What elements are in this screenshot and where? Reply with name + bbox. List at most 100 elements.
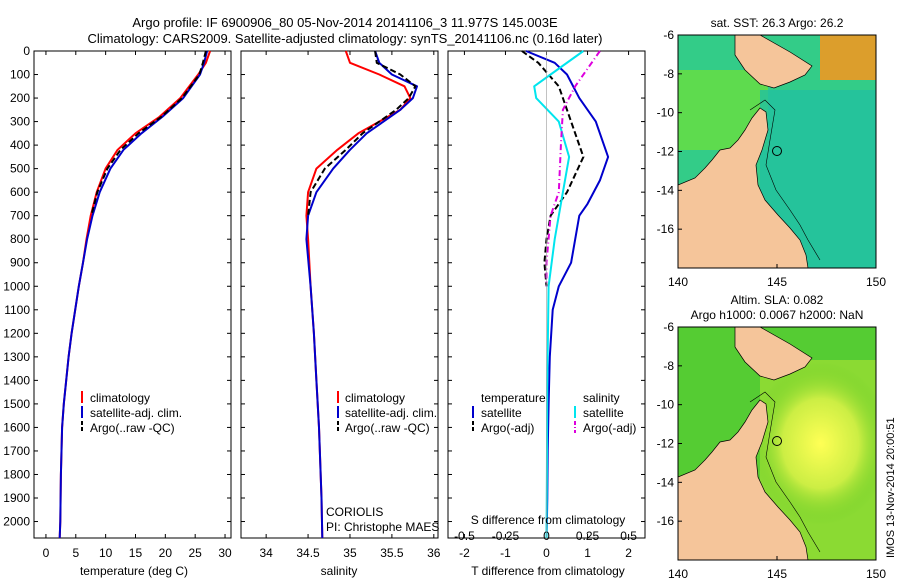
sst-map-title: sat. SST: 26.3 Argo: 26.2 [711, 16, 844, 30]
y-tick-label: 800 [10, 232, 30, 246]
x-tick-label: 20 [159, 546, 173, 560]
salinity-legend: climatology satellite-adj. clim. Argo(..… [326, 391, 439, 534]
x-tick-label: 34.5 [296, 546, 320, 560]
y-tick-label: 600 [10, 185, 30, 199]
sst-map-ticks: 140 145 150 -6 -8 -10 -12 -14 -16 [657, 28, 887, 289]
difference-plot: -2 -1 0 1 2-0.5 -0.25 0 0.25 0.5 [448, 50, 645, 560]
s-tick-label: -0.5 [454, 529, 475, 543]
x-tick-label: -1 [500, 546, 511, 560]
y-tick-label: 100 [10, 68, 30, 82]
pi-annotation: PI: Christophe MAES [326, 520, 439, 534]
x-tick-label: 15 [129, 546, 143, 560]
sst-ocean-hot [820, 35, 876, 80]
series-line-climatology [58, 50, 212, 539]
x-tick-label: 5 [72, 546, 79, 560]
y-tick-label: 300 [10, 115, 30, 129]
sla-land-png [734, 327, 813, 381]
map-y-tick-label: -6 [663, 320, 674, 334]
salinity-plot: 34 34.5 35 35.5 36 [241, 50, 441, 560]
legend-label-argo: Argo(..raw -QC) [90, 421, 175, 435]
sst-land-peninsula [678, 107, 809, 268]
sla-depth-contour [749, 391, 821, 553]
legend-label-t-sat: satellite [481, 406, 522, 420]
y-tick-label: 1100 [4, 303, 30, 317]
temperature-legend: climatology satellite-adj. clim. Argo(..… [81, 391, 182, 435]
salinity-xlabel: salinity [321, 564, 358, 578]
x-tick-label: 34 [259, 546, 273, 560]
x-tick-label: 35.5 [380, 546, 404, 560]
y-tick-label: 700 [10, 209, 30, 223]
legend-label-s-sat: satellite [583, 406, 624, 420]
argo-position-marker [772, 436, 782, 446]
y-tick-label: 2000 [3, 515, 30, 529]
sst-land-png [734, 35, 813, 89]
series-line-satellite-adj-clim- [58, 50, 209, 539]
map-y-tick-label: -6 [663, 28, 674, 42]
y-tick-label: 1600 [3, 420, 30, 434]
map-y-tick-label: -16 [657, 514, 675, 528]
y-tick-label: 1800 [3, 467, 30, 481]
sla-land-peninsula [678, 399, 809, 560]
s-tick-label: 0.25 [576, 529, 600, 543]
series-line-s-satellite [533, 50, 584, 539]
map-x-tick-label: 140 [668, 275, 688, 289]
legend-label-t-argo: Argo(-adj) [481, 421, 534, 435]
x-tick-label: 25 [189, 546, 203, 560]
temperature-plot: 0 5 10 15 20 25 300100200300400500600700800900… [3, 44, 232, 560]
sst-map: sat. SST: 26.3 Argo: 26.2 140 145 150 -6 -8 -… [657, 16, 887, 289]
argo-position-marker [772, 146, 782, 156]
y-tick-label: 1000 [3, 279, 30, 293]
x-tick-label: 30 [218, 546, 232, 560]
sla-map: Altim. SLA: 0.082 Argo h1000: 0.0067 h20… [657, 293, 887, 580]
map-x-tick-label: 145 [767, 567, 787, 580]
temperature-xlabel: temperature (deg C) [80, 564, 188, 578]
map-y-tick-label: -16 [657, 222, 675, 236]
legend-title-salinity: salinity [583, 391, 620, 405]
legend-label-sat: satellite-adj. clim. [90, 406, 182, 420]
sla-map-subtitle: Argo h1000: 0.0067 h2000: NaN [691, 308, 864, 322]
series-line-climatology [305, 50, 412, 539]
y-tick-label: 1300 [3, 350, 30, 364]
legend-label-sat: satellite-adj. clim. [345, 406, 437, 420]
x-tick-label: 1 [584, 546, 591, 560]
series-line-satellite-adj-clim- [305, 50, 418, 539]
map-x-tick-label: 140 [668, 567, 688, 580]
sst-depth-contour [749, 99, 821, 261]
x-tick-label: 35 [343, 546, 357, 560]
y-tick-label: 200 [10, 91, 30, 105]
map-y-tick-label: -14 [657, 475, 675, 489]
map-y-tick-label: -10 [657, 106, 675, 120]
legend-label-argo: Argo(..raw -QC) [345, 421, 430, 435]
map-y-tick-label: -8 [663, 359, 674, 373]
series-line-argo-raw-qc- [307, 50, 417, 216]
s-tick-label: -0.25 [492, 529, 520, 543]
map-x-tick-label: 150 [866, 275, 886, 289]
map-x-tick-label: 150 [866, 567, 886, 580]
map-y-tick-label: -8 [663, 67, 674, 81]
s-tick-label: 0.5 [620, 529, 637, 543]
x-tick-label: 0 [43, 546, 50, 560]
temperature-panel [33, 50, 232, 539]
x-tick-label: 10 [99, 546, 113, 560]
series-line-argo-raw-qc- [90, 50, 207, 216]
title-line-1: Argo profile: IF 6900906_80 05-Nov-2014 … [132, 15, 558, 30]
y-tick-label: 1500 [3, 397, 30, 411]
y-tick-label: 0 [23, 44, 30, 58]
x-tick-label: 36 [427, 546, 441, 560]
y-tick-label: 1900 [3, 491, 30, 505]
x-tick-label: 2 [625, 546, 632, 560]
y-tick-label: 400 [10, 138, 30, 152]
x-tick-label: 0 [543, 546, 550, 560]
y-tick-label: 1400 [3, 373, 30, 387]
series-line-t-argo-adj- [521, 50, 585, 287]
map-y-tick-label: -14 [657, 183, 675, 197]
legend-label-clim: climatology [90, 391, 150, 405]
map-y-tick-label: -12 [657, 437, 675, 451]
y-tick-label: 1200 [3, 326, 30, 340]
difference-legend: temperature salinity satellite Argo(-adj… [471, 391, 637, 527]
map-y-tick-label: -12 [657, 145, 675, 159]
map-x-tick-label: 145 [767, 275, 787, 289]
title-line-2: Climatology: CARS2009. Satellite-adjuste… [88, 31, 603, 46]
salinity-panel [240, 50, 439, 539]
